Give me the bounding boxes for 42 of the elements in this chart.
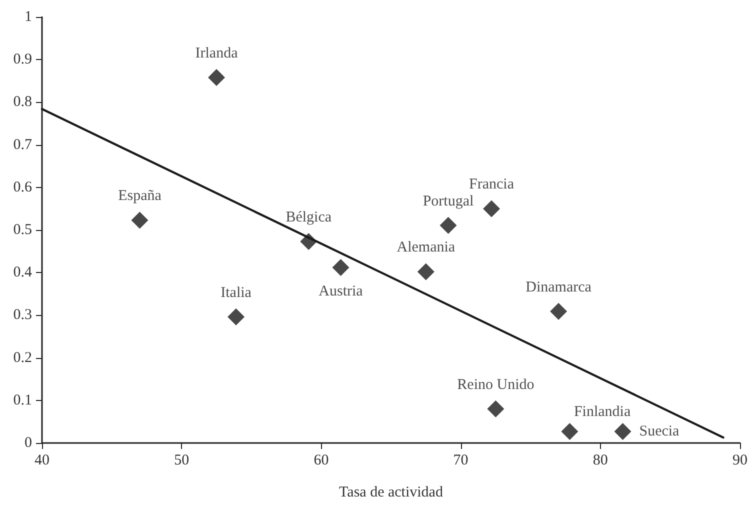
y-tick-label: 0.9: [13, 52, 32, 68]
x-tick-label: 40: [34, 452, 50, 468]
annotation: Bélgica: [286, 210, 332, 226]
point: [561, 423, 578, 440]
y-tick-label: 0.6: [13, 179, 32, 196]
annotation: Austria: [318, 283, 364, 300]
point: [332, 258, 350, 276]
annotation: España: [118, 188, 162, 204]
annotation: Portugal: [422, 193, 474, 210]
annotation: Finlandia: [574, 404, 631, 420]
point: [614, 423, 632, 440]
point: [417, 263, 434, 280]
annotation: Francia: [469, 176, 514, 193]
point: [487, 400, 504, 418]
y-tick-label: 1: [24, 9, 32, 25]
x-axis-title: Tasa de actividad: [339, 484, 444, 500]
x-tick-label: 90: [732, 452, 748, 468]
point: [483, 200, 500, 218]
y-tick-label: 0.4: [13, 264, 32, 281]
y-tick-label: 0.5: [13, 222, 32, 238]
x-tick-label: 80: [592, 452, 608, 468]
y-tick-label: 0.3: [13, 307, 32, 324]
point: [228, 308, 245, 326]
point: [208, 68, 225, 86]
x-tick-label: 60: [314, 452, 329, 468]
annotation: Dinamarca: [526, 279, 592, 296]
x-tick-label: 50: [174, 452, 190, 468]
point: [550, 302, 568, 320]
point: [300, 233, 318, 250]
annotation: Alemania: [396, 240, 456, 256]
point: [131, 212, 148, 229]
y-tick-label: 0.1: [13, 392, 32, 408]
y-tick-label: 0.7: [13, 136, 32, 153]
x-tick-label: 70: [453, 452, 468, 468]
annotation: Suecia: [639, 424, 680, 440]
point: [440, 216, 457, 234]
annotation: Italia: [220, 284, 252, 301]
y-tick-label: 0.2: [13, 350, 32, 366]
y-tick-label: 0.8: [13, 94, 32, 110]
y-tick-label: 0: [24, 435, 32, 451]
annotation: Irlanda: [195, 45, 238, 62]
annotation: Reino Unido: [457, 376, 534, 393]
